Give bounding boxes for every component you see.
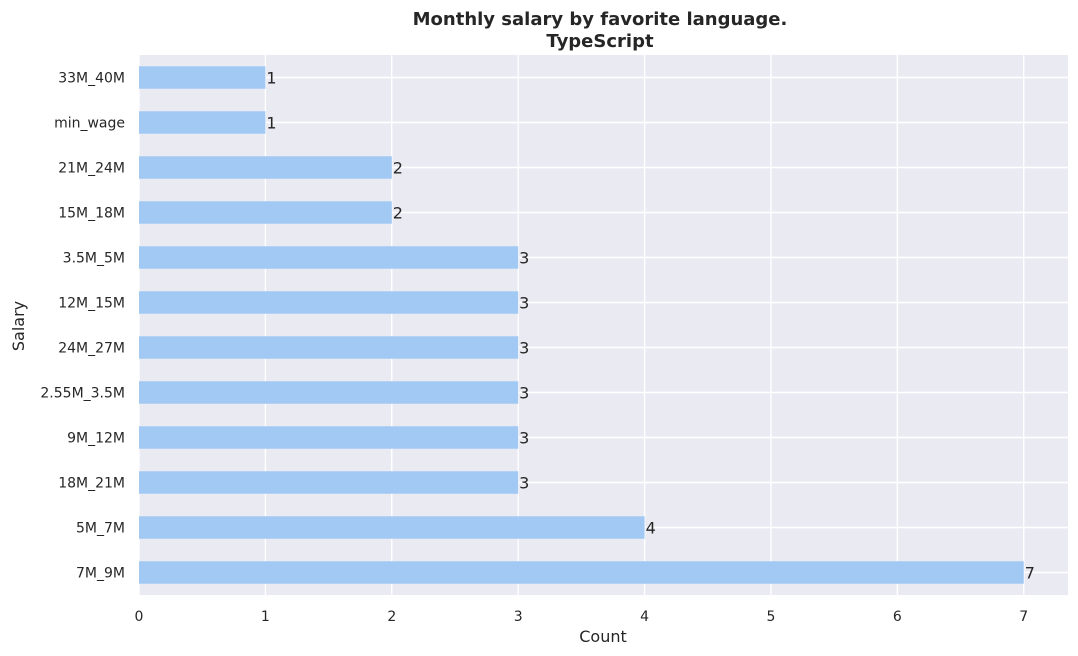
bar: [139, 471, 519, 494]
bar: [139, 201, 392, 224]
bar-value-label: 2: [393, 204, 403, 223]
bar: [139, 156, 392, 179]
x-tick-label: 4: [640, 609, 649, 625]
bar-value-label: 2: [393, 159, 403, 178]
x-tick-label: 6: [893, 609, 902, 625]
bar: [139, 381, 519, 404]
bar-value-label: 3: [519, 384, 529, 403]
plot-area: [139, 55, 1068, 595]
y-tick-label: min_wage: [54, 116, 125, 132]
y-tick-label: 21M_24M: [58, 161, 125, 177]
y-tick-label: 2.55M_3.5M: [40, 386, 125, 402]
chart-title-line-1: Monthly salary by favorite language.: [413, 9, 788, 30]
x-tick-labels: 0 1 2 3 4 5 6 7: [135, 609, 1029, 625]
bar-value-label: 3: [519, 429, 529, 448]
y-tick-labels: 33M_40M min_wage 21M_24M 15M_18M 3.5M_5M 12M_…: [40, 71, 125, 582]
y-axis-label: Salary: [9, 301, 28, 351]
bar-value-label: 1: [266, 114, 276, 133]
x-tick-label: 1: [261, 609, 270, 625]
bar: [139, 291, 519, 314]
x-axis-label: Count: [579, 627, 627, 646]
x-tick-label: 5: [767, 609, 776, 625]
bar: [139, 516, 645, 539]
data-labels: 1 1 2 2 3 3 3 3 3 3 4 7: [266, 69, 1035, 583]
chart-title-line-2: TypeScript: [546, 31, 654, 52]
bar: [139, 426, 519, 449]
x-tick-label: 3: [514, 609, 523, 625]
bar-value-label: 1: [266, 69, 276, 88]
bar: [139, 336, 519, 359]
x-tick-label: 0: [135, 609, 144, 625]
y-tick-label: 33M_40M: [58, 71, 125, 87]
bar: [139, 111, 266, 134]
bar-value-label: 3: [519, 339, 529, 358]
y-tick-label: 9M_12M: [67, 431, 125, 447]
bar: [139, 246, 519, 269]
bars: [139, 66, 1024, 584]
bar: [139, 561, 1024, 584]
y-tick-label: 7M_9M: [76, 566, 125, 582]
bar: [139, 66, 266, 89]
bar-value-label: 4: [646, 519, 656, 538]
bar-value-label: 3: [519, 249, 529, 268]
bar-value-label: 3: [519, 474, 529, 493]
bar-value-label: 3: [519, 294, 529, 313]
y-tick-label: 18M_21M: [58, 476, 125, 492]
y-tick-label: 24M_27M: [58, 341, 125, 357]
y-tick-label: 12M_15M: [58, 296, 125, 312]
bar-value-label: 7: [1025, 564, 1035, 583]
y-tick-label: 3.5M_5M: [63, 251, 125, 267]
y-tick-label: 5M_7M: [76, 521, 125, 537]
y-tick-label: 15M_18M: [58, 206, 125, 222]
x-tick-label: 2: [387, 609, 396, 625]
x-tick-label: 7: [1019, 609, 1028, 625]
